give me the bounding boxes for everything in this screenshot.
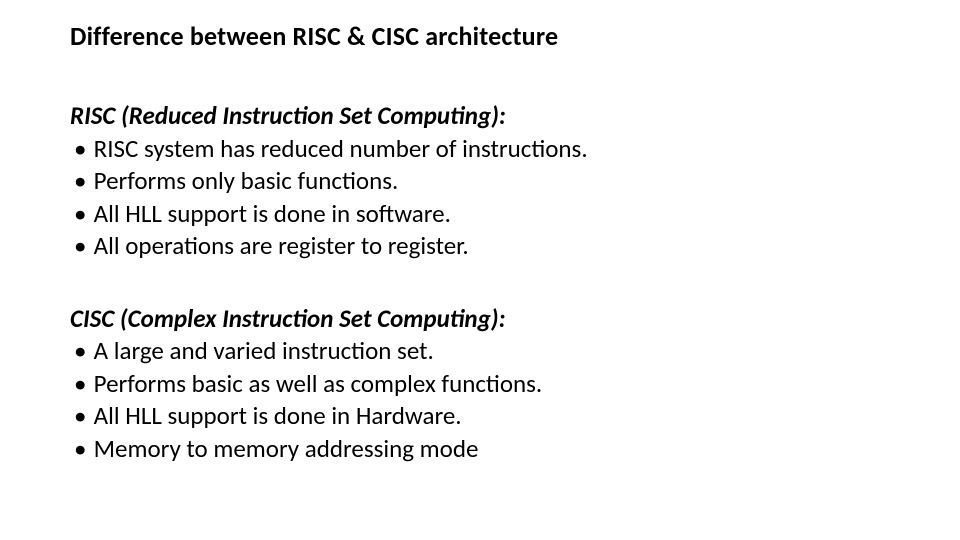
bullet-icon: • (74, 230, 88, 263)
list-item: • A large and varied instruction set. (70, 335, 960, 368)
bullet-icon: • (74, 198, 88, 231)
bullet-text: Performs only basic functions. (94, 165, 399, 196)
bullet-text: Performs basic as well as complex functi… (94, 368, 543, 399)
cisc-heading: CISC (Complex Instruction Set Computing)… (70, 303, 960, 336)
slide: Difference between RISC & CISC architect… (0, 0, 960, 540)
list-item: • Performs only basic functions. (70, 165, 960, 198)
bullet-text: All operations are register to register. (94, 230, 469, 261)
list-item: • Performs basic as well as complex func… (70, 368, 960, 401)
bullet-icon: • (74, 335, 88, 368)
slide-title: Difference between RISC & CISC architect… (70, 20, 960, 52)
bullet-icon: • (74, 165, 88, 198)
list-item: • Memory to memory addressing mode (70, 433, 960, 466)
risc-heading: RISC (Reduced Instruction Set Computing)… (70, 100, 960, 133)
bullet-text: All HLL support is done in Hardware. (94, 400, 462, 431)
bullet-text: All HLL support is done in software. (94, 198, 451, 229)
bullet-icon: • (74, 368, 88, 401)
bullet-icon: • (74, 400, 88, 433)
list-item: • All HLL support is done in software. (70, 198, 960, 231)
bullet-icon: • (74, 433, 88, 466)
list-item: • All HLL support is done in Hardware. (70, 400, 960, 433)
list-item: • All operations are register to registe… (70, 230, 960, 263)
bullet-icon: • (74, 133, 88, 166)
bullet-text: RISC system has reduced number of instru… (94, 133, 588, 164)
list-item: • RISC system has reduced number of inst… (70, 133, 960, 166)
bullet-text: A large and varied instruction set. (94, 335, 434, 366)
cisc-section: CISC (Complex Instruction Set Computing)… (70, 303, 960, 466)
bullet-text: Memory to memory addressing mode (94, 433, 479, 464)
risc-section: RISC (Reduced Instruction Set Computing)… (70, 100, 960, 263)
